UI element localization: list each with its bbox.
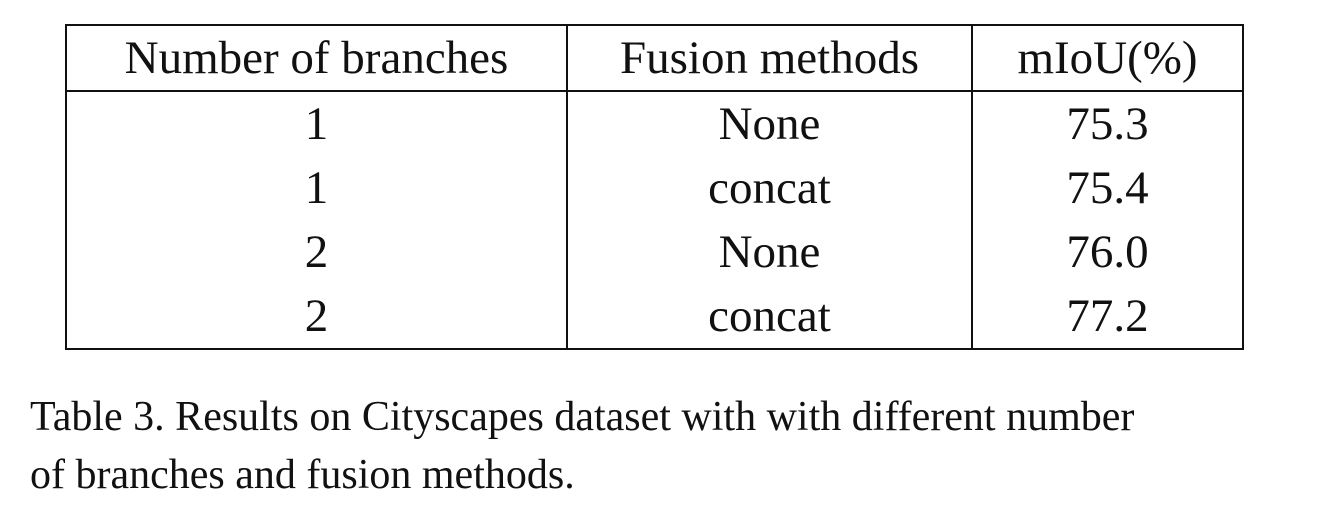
results-table-container: Number of branches Fusion methods mIoU(%…: [65, 24, 1244, 350]
header-row: Number of branches Fusion methods mIoU(%…: [65, 24, 1244, 92]
cell-miou: 75.4: [972, 156, 1244, 220]
cell-fusion: concat: [567, 284, 973, 350]
cell-miou: 76.0: [972, 220, 1244, 284]
table-header: Number of branches Fusion methods mIoU(%…: [65, 24, 1244, 92]
cell-fusion: concat: [567, 156, 973, 220]
cell-branches: 1: [65, 91, 568, 156]
cell-miou: 77.2: [972, 284, 1244, 350]
table-row: 1 None 75.3: [65, 91, 1244, 156]
column-header-miou: mIoU(%): [972, 24, 1244, 92]
results-table: Number of branches Fusion methods mIoU(%…: [65, 24, 1244, 350]
cell-branches: 1: [65, 156, 568, 220]
caption-line-2: of branches and fusion methods.: [30, 452, 575, 498]
table-row: 1 concat 75.4: [65, 156, 1244, 220]
column-header-fusion: Fusion methods: [567, 24, 973, 92]
table-caption: Table 3. Results on Cityscapes dataset w…: [30, 388, 1310, 504]
table-body: 1 None 75.3 1 concat 75.4 2 None 76.0 2 …: [65, 91, 1244, 350]
cell-branches: 2: [65, 220, 568, 284]
cell-fusion: None: [567, 91, 973, 156]
column-header-branches: Number of branches: [65, 24, 568, 92]
table-row: 2 None 76.0: [65, 220, 1244, 284]
cell-miou: 75.3: [972, 91, 1244, 156]
cell-fusion: None: [567, 220, 973, 284]
table-row: 2 concat 77.2: [65, 284, 1244, 350]
caption-line-1: Table 3. Results on Cityscapes dataset w…: [30, 394, 1135, 440]
cell-branches: 2: [65, 284, 568, 350]
